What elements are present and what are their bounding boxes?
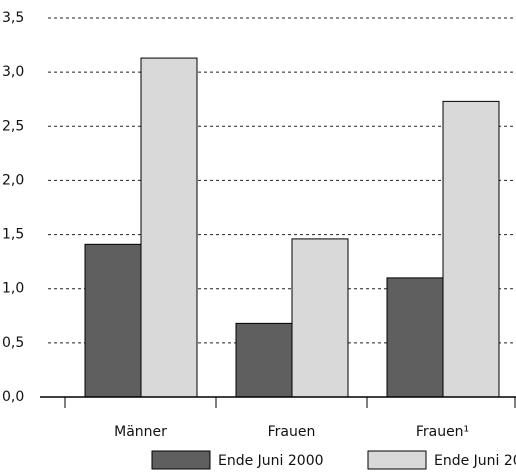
- y-tick-label: 3,0: [2, 64, 24, 80]
- legend-swatch: [367, 450, 427, 470]
- y-tick-label: 0,0: [2, 389, 24, 405]
- bar: [140, 57, 198, 398]
- x-tick-label: Frauen¹: [416, 424, 469, 440]
- y-tick-label: 0,5: [2, 335, 24, 351]
- legend-swatch: [151, 450, 211, 470]
- bar: [442, 100, 500, 398]
- x-tick-label: Frauen: [268, 424, 316, 440]
- y-tick-label: 3,5: [2, 10, 24, 26]
- bar: [291, 238, 349, 398]
- legend-label: Ende Juni 2000: [218, 453, 324, 469]
- bar: [386, 277, 444, 398]
- legend-label: Ende Juni 2007: [434, 453, 516, 469]
- bar: [84, 243, 142, 398]
- y-tick-label: 2,5: [2, 118, 24, 134]
- y-tick-label: 1,0: [2, 281, 24, 297]
- x-tick-label: Männer: [114, 424, 167, 440]
- bar: [235, 322, 293, 398]
- y-tick-label: 1,5: [2, 227, 24, 243]
- y-tick-label: 2,0: [2, 172, 24, 188]
